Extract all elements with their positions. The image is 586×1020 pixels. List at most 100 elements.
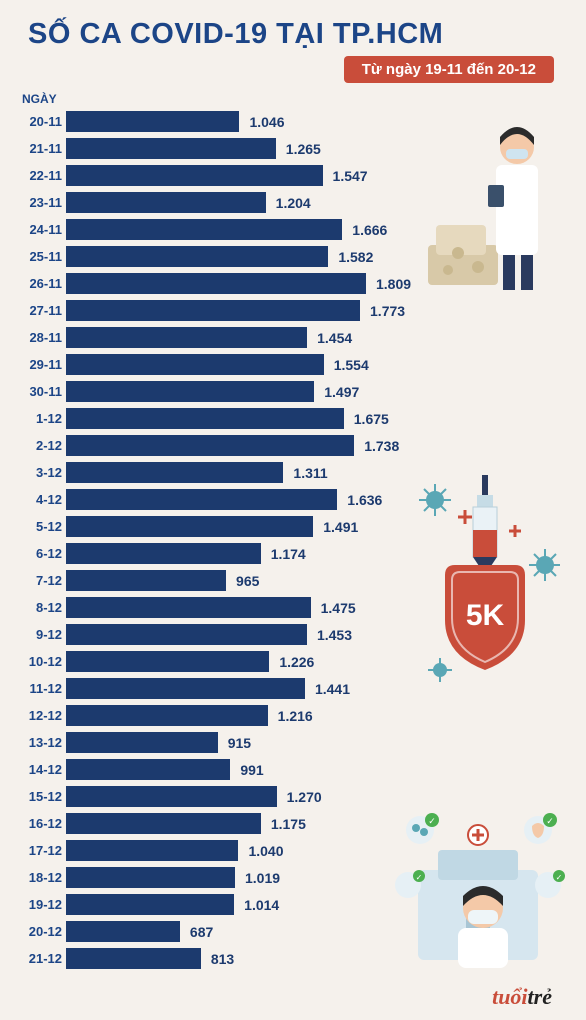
source-logo: tuổitrẻ: [492, 984, 552, 1010]
bar-value: 1.547: [323, 168, 368, 184]
day-label: 25-11: [20, 249, 66, 264]
day-label: 22-11: [20, 168, 66, 183]
chart-row: 29-111.554: [20, 351, 560, 378]
bar-value: 1.226: [269, 654, 314, 670]
bar-value: 1.270: [277, 789, 322, 805]
bar-value: 1.809: [366, 276, 411, 292]
chart-row: 27-11 1.773: [20, 297, 560, 324]
bar: [66, 516, 313, 537]
bar: [66, 651, 269, 672]
bar: [66, 165, 323, 186]
day-label: 20-12: [20, 924, 66, 939]
bar: [66, 435, 354, 456]
day-label: 6-12: [20, 546, 66, 561]
bar-value: 1.773: [360, 303, 405, 319]
chart-row: 14-12 991: [20, 756, 560, 783]
bar-value: 1.204: [266, 195, 311, 211]
chart-row: 4-12 1.636: [20, 486, 560, 513]
bar-value: 1.554: [324, 357, 369, 373]
bar: [66, 408, 344, 429]
bar-value: 1.216: [268, 708, 313, 724]
bar-value: 965: [226, 573, 259, 589]
chart-row: 13-12915: [20, 729, 560, 756]
chart-row: 2-121.738: [20, 432, 560, 459]
chart-row: 18-121.019: [20, 864, 560, 891]
day-label: 28-11: [20, 330, 66, 345]
chart-row: 30-11 1.497: [20, 378, 560, 405]
bar: [66, 543, 261, 564]
bar-value: 1.666: [342, 222, 387, 238]
bar: [66, 219, 342, 240]
bar: [66, 138, 276, 159]
bar-value: 1.311: [283, 465, 327, 481]
bar: [66, 489, 337, 510]
chart-row: 21-12 813: [20, 945, 560, 972]
day-label: 18-12: [20, 870, 66, 885]
bar: [66, 759, 230, 780]
chart-row: 22-11 1.547: [20, 162, 560, 189]
chart-row: 17-12 1.040: [20, 837, 560, 864]
bar-value: 1.675: [344, 411, 389, 427]
bar: [66, 813, 261, 834]
day-label: 10-12: [20, 654, 66, 669]
bar-value: 1.265: [276, 141, 321, 157]
bar-value: 687: [180, 924, 213, 940]
day-label: 17-12: [20, 843, 66, 858]
chart-row: 11-121.441: [20, 675, 560, 702]
chart-row: 28-11 1.454: [20, 324, 560, 351]
day-label: 16-12: [20, 816, 66, 831]
chart-row: 16-121.175: [20, 810, 560, 837]
bar: [66, 111, 239, 132]
chart-row: 20-111.046: [20, 108, 560, 135]
bar: [66, 246, 328, 267]
bar-value: 1.014: [234, 897, 279, 913]
bar: [66, 894, 234, 915]
chart-title: SỐ CA COVID-19 TẠI TP.HCM: [0, 0, 586, 55]
bar-value: 1.040: [238, 843, 283, 859]
bar-value: 1.582: [328, 249, 373, 265]
chart-row: 20-12 687: [20, 918, 560, 945]
day-label: 4-12: [20, 492, 66, 507]
bar: [66, 921, 180, 942]
chart-row: 24-11 1.666: [20, 216, 560, 243]
chart-row: 7-12965: [20, 567, 560, 594]
day-label: 3-12: [20, 465, 66, 480]
day-label: 26-11: [20, 276, 66, 291]
chart-row: 3-12 1.311: [20, 459, 560, 486]
bar: [66, 678, 305, 699]
chart-row: 10-12 1.226: [20, 648, 560, 675]
day-label: 9-12: [20, 627, 66, 642]
bar-value: 1.454: [307, 330, 352, 346]
day-label: 21-12: [20, 951, 66, 966]
day-label: 14-12: [20, 762, 66, 777]
day-label: 21-11: [20, 141, 66, 156]
day-label: 30-11: [20, 384, 66, 399]
bar-value: 1.491: [313, 519, 358, 535]
day-label: 13-12: [20, 735, 66, 750]
bar-value: 991: [230, 762, 263, 778]
chart-row: 21-11 1.265: [20, 135, 560, 162]
bar-value: 1.475: [311, 600, 356, 616]
bar: [66, 381, 314, 402]
day-label: 2-12: [20, 438, 66, 453]
day-label: 24-11: [20, 222, 66, 237]
bar-value: 813: [201, 951, 234, 967]
day-label: 15-12: [20, 789, 66, 804]
day-label: 19-12: [20, 897, 66, 912]
bar: [66, 624, 307, 645]
bar: [66, 786, 277, 807]
bar: [66, 273, 366, 294]
bar: [66, 192, 266, 213]
chart-row: 5-121.491: [20, 513, 560, 540]
day-label: 27-11: [20, 303, 66, 318]
day-label: 1-12: [20, 411, 66, 426]
bar-chart: 20-111.04621-111.26522-111.54723-111.204…: [20, 108, 560, 972]
bar-value: 1.497: [314, 384, 359, 400]
bar: [66, 840, 238, 861]
chart-row: 9-121.453: [20, 621, 560, 648]
bar-value: 1.636: [337, 492, 382, 508]
day-label: 11-12: [20, 681, 66, 696]
chart-row: 12-121.216: [20, 702, 560, 729]
chart-row: 8-121.475: [20, 594, 560, 621]
logo-part-2: trẻ: [528, 984, 552, 1009]
